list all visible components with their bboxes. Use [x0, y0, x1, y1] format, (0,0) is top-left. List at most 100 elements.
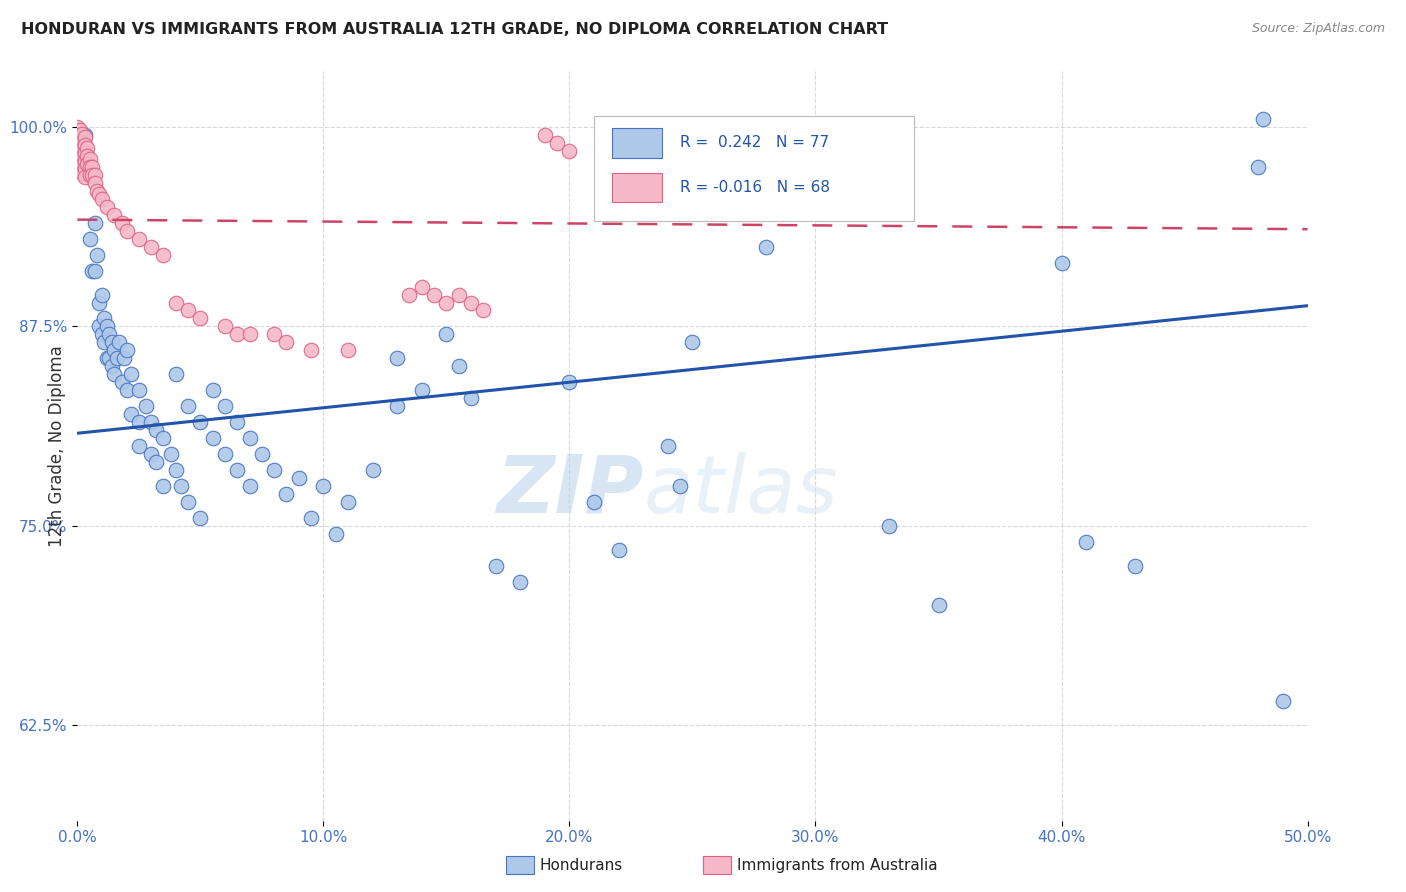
Point — [66, 144, 89, 158]
Point — [879, 518, 901, 533]
Text: R = -0.016   N = 68: R = -0.016 N = 68 — [681, 180, 830, 195]
Point — [115, 224, 138, 238]
Point — [96, 200, 118, 214]
Point — [79, 160, 101, 174]
Point — [337, 495, 360, 509]
Point — [83, 176, 105, 190]
Point — [89, 295, 111, 310]
Point — [89, 187, 111, 202]
Point — [447, 287, 470, 301]
Point — [76, 149, 98, 163]
Point — [312, 479, 335, 493]
Point — [214, 447, 236, 461]
Point — [108, 335, 131, 350]
Text: atlas: atlas — [644, 452, 838, 530]
Point — [190, 415, 212, 429]
Point — [73, 161, 96, 176]
Point — [190, 510, 212, 524]
Point — [145, 455, 167, 469]
Point — [70, 151, 93, 165]
Point — [115, 383, 138, 397]
Point — [170, 479, 193, 493]
Point — [79, 168, 101, 182]
Point — [152, 431, 174, 445]
Point — [69, 147, 91, 161]
Text: HONDURAN VS IMMIGRANTS FROM AUSTRALIA 12TH GRADE, NO DIPLOMA CORRELATION CHART: HONDURAN VS IMMIGRANTS FROM AUSTRALIA 12… — [21, 22, 889, 37]
Point — [128, 439, 150, 453]
Point — [250, 447, 273, 461]
Point — [69, 123, 91, 137]
Text: R =  0.242   N = 77: R = 0.242 N = 77 — [681, 135, 830, 150]
Point — [276, 335, 298, 350]
Point — [79, 152, 101, 166]
Bar — [595, 116, 914, 221]
Point — [93, 311, 115, 326]
Point — [558, 144, 581, 158]
Point — [201, 431, 224, 445]
Point — [152, 248, 174, 262]
Point — [111, 376, 132, 390]
Point — [165, 368, 187, 382]
Point — [83, 168, 105, 182]
Point — [70, 127, 93, 141]
Point — [1272, 694, 1295, 708]
Point — [226, 415, 249, 429]
Point — [103, 208, 125, 222]
Point — [152, 479, 174, 493]
Point — [165, 295, 187, 310]
Point — [103, 368, 125, 382]
Point — [177, 495, 200, 509]
Point — [534, 128, 557, 142]
Point — [66, 120, 89, 135]
Point — [509, 574, 531, 589]
Point — [583, 495, 606, 509]
Point — [69, 155, 91, 169]
Point — [239, 431, 262, 445]
Point — [90, 327, 114, 342]
Bar — [613, 128, 662, 158]
Point — [398, 287, 420, 301]
Point — [70, 166, 93, 180]
Point — [239, 327, 262, 342]
Point — [96, 351, 118, 366]
Point — [387, 351, 409, 366]
Point — [141, 447, 163, 461]
Point — [607, 542, 630, 557]
Point — [76, 160, 98, 174]
Text: Immigrants from Australia: Immigrants from Australia — [737, 858, 938, 872]
Point — [299, 343, 322, 358]
Point — [111, 216, 132, 230]
Point — [299, 510, 322, 524]
Point — [112, 351, 135, 366]
Point — [436, 295, 458, 310]
Point — [89, 319, 111, 334]
Point — [755, 240, 778, 254]
Point — [86, 184, 108, 198]
Point — [83, 263, 105, 277]
Point — [70, 158, 93, 172]
Point — [387, 399, 409, 413]
Point — [288, 471, 311, 485]
Point — [263, 327, 285, 342]
Point — [141, 415, 163, 429]
Point — [70, 135, 93, 149]
Point — [73, 129, 96, 144]
Point — [657, 439, 679, 453]
Point — [160, 447, 183, 461]
Text: ZIP: ZIP — [496, 452, 644, 530]
Point — [177, 303, 200, 318]
Point — [411, 383, 433, 397]
Point — [928, 599, 950, 613]
Point — [73, 128, 96, 142]
Point — [226, 327, 249, 342]
Point — [447, 359, 470, 374]
Point — [135, 399, 157, 413]
Point — [69, 163, 91, 178]
Point — [1076, 534, 1098, 549]
Point — [669, 479, 692, 493]
Point — [66, 136, 89, 150]
Point — [1125, 558, 1147, 573]
Point — [436, 327, 458, 342]
Point — [128, 383, 150, 397]
Point — [79, 232, 101, 246]
